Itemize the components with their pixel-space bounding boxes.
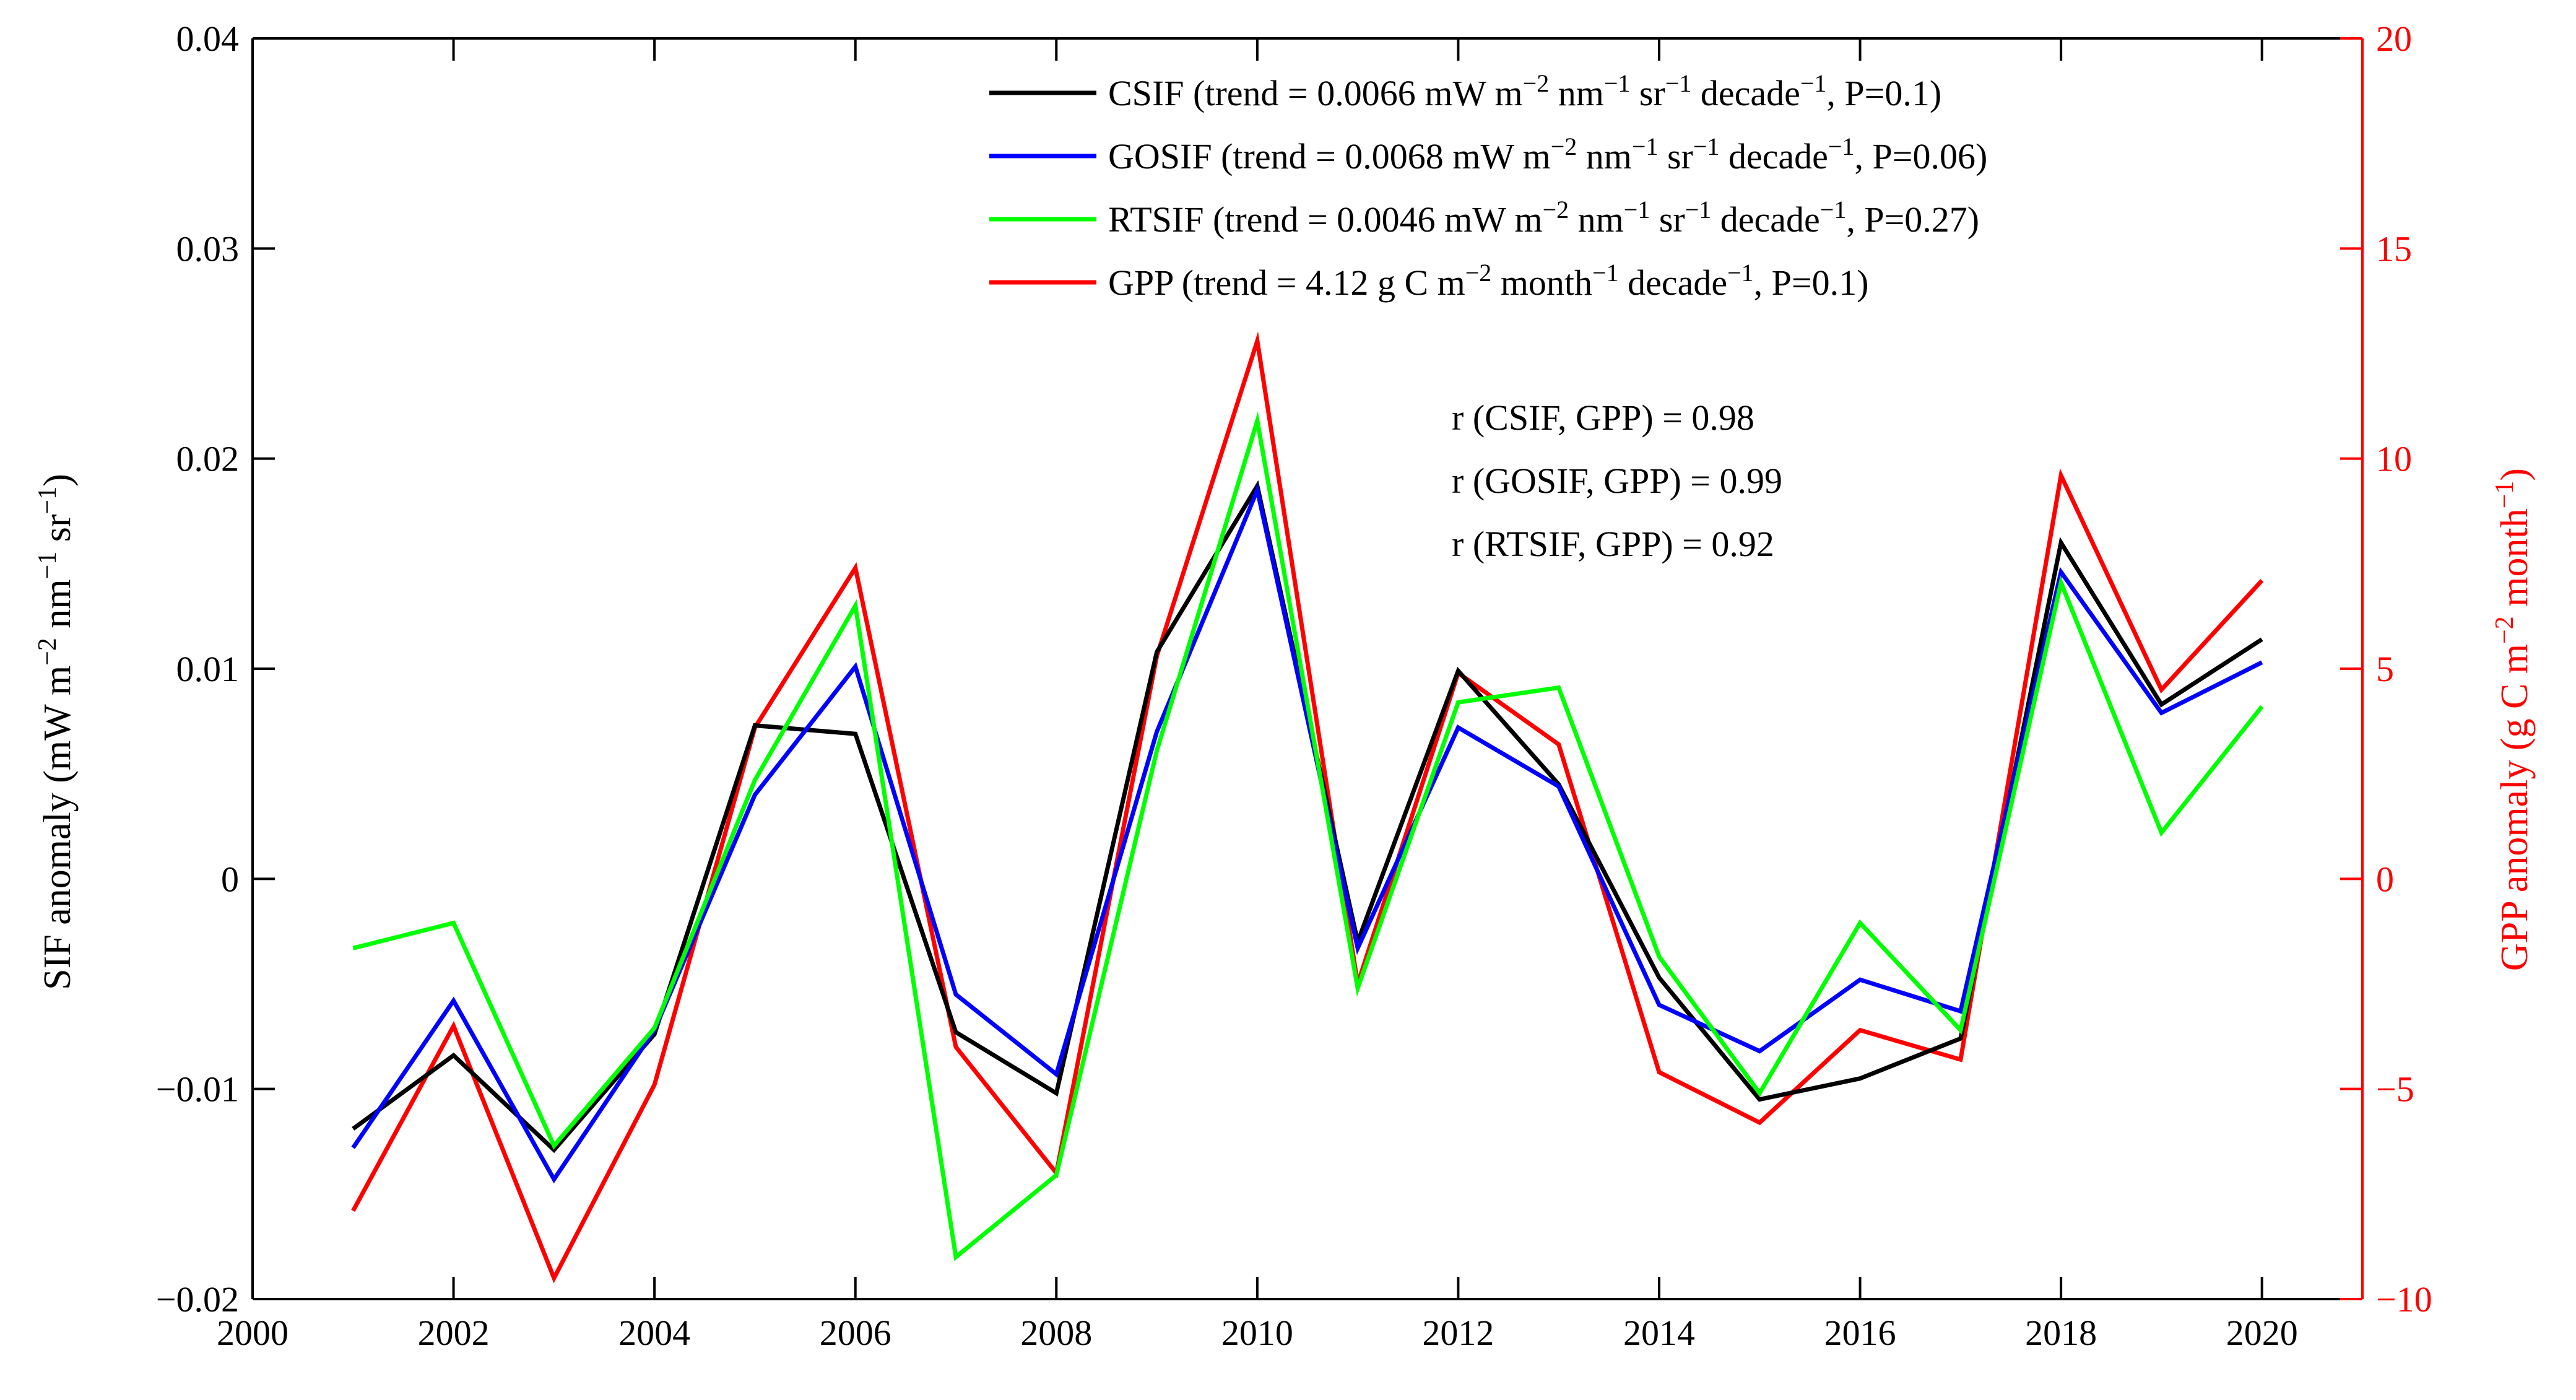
y-label-left-text: sr <box>37 514 79 552</box>
y-right-tick-label: 0 <box>2376 859 2394 899</box>
annotation-r-gosif: r (GOSIF, GPP) = 0.99 <box>1452 461 1782 501</box>
x-tick-label: 2008 <box>1020 1313 1092 1353</box>
y-right-tick-label: 15 <box>2376 228 2412 269</box>
y-label-right-sup: −2 <box>2491 616 2519 644</box>
y-left-tick-label: 0 <box>221 859 239 899</box>
y-axis-left-label: SIF anomaly (mW m−2 nm−1 sr−1) <box>33 474 79 990</box>
y-label-left-sup: −2 <box>33 638 62 666</box>
y-axis-right-label: GPP anomaly (g C m−2 month−1) <box>2491 468 2536 971</box>
x-tick-label: 2000 <box>217 1313 288 1353</box>
y-label-right-sup: −1 <box>2491 481 2519 509</box>
series-lines <box>351 331 2264 1284</box>
series-line-gosif <box>351 482 2263 1184</box>
y-right-tick-label: −5 <box>2376 1069 2414 1110</box>
annotation-r-csif: r (CSIF, GPP) = 0.98 <box>1452 398 1754 438</box>
series-line-gpp <box>351 331 2264 1284</box>
annotation-r-rtsif: r (RTSIF, GPP) = 0.92 <box>1452 524 1774 564</box>
y-label-right-main: GPP anomaly (g C m <box>2494 644 2536 971</box>
legend-label-csif: CSIF (trend = 0.0066 mW m−2 nm−1 sr−1 de… <box>1108 69 1941 114</box>
y-right-tick-label: 20 <box>2376 19 2412 59</box>
y-left-tick-label: 0.04 <box>176 19 240 59</box>
legend-label-gosif: GOSIF (trend = 0.0068 mW m−2 nm−1 sr−1 d… <box>1108 133 1987 177</box>
y-right-tick-label: −10 <box>2376 1279 2432 1320</box>
y-left-tick-label: −0.01 <box>156 1069 239 1110</box>
x-tick-label: 2002 <box>418 1313 490 1353</box>
x-tick-label: 2012 <box>1422 1313 1494 1353</box>
y-label-left-main: SIF anomaly (mW m <box>37 666 79 990</box>
y-left-tick-label: −0.02 <box>156 1279 239 1320</box>
legend-label-rtsif: RTSIF (trend = 0.0046 mW m−2 nm−1 sr−1 d… <box>1108 196 1979 240</box>
y-right-tick-label: 5 <box>2376 649 2394 689</box>
y-label-left-sup: −1 <box>33 487 62 515</box>
y-label-right-text: month <box>2494 508 2536 616</box>
y-left-tick-label: 0.01 <box>176 649 240 689</box>
y-right-tick-label: 10 <box>2376 439 2412 479</box>
x-tick-label: 2016 <box>1824 1313 1896 1353</box>
y-left-tick-label: 0.03 <box>176 228 240 269</box>
y-label-left-text: nm <box>37 579 79 638</box>
x-tick-label: 2010 <box>1221 1313 1293 1353</box>
axes: 2000 2002 2004 2006 2008 2010 2012 2014 2016 2018… <box>156 19 2432 1353</box>
x-tick-label: 2020 <box>2226 1313 2298 1353</box>
y-label-right-end: ) <box>2494 468 2536 481</box>
svg-text:GPP anomaly (g C m−2 month−1): GPP anomaly (g C m−2 month−1) <box>2491 468 2536 971</box>
legend-label-gpp: GPP (trend = 4.12 g C m−2 month−1 decade… <box>1108 259 1868 303</box>
x-tick-label: 2006 <box>820 1313 891 1353</box>
x-tick-label: 2018 <box>2025 1313 2097 1353</box>
y-left-tick-label: 0.02 <box>176 439 240 479</box>
x-tick-label: 2014 <box>1623 1313 1695 1353</box>
series-line-rtsif <box>352 411 2264 1261</box>
y-label-left-sup: −1 <box>33 552 62 580</box>
legend: CSIF (trend = 0.0066 mW m−2 nm−1 sr−1 de… <box>989 69 1987 303</box>
y-label-left-end: ) <box>37 474 79 487</box>
correlation-annotations: r (CSIF, GPP) = 0.98 r (GOSIF, GPP) = 0.… <box>1452 398 1782 564</box>
x-tick-label: 2004 <box>618 1313 690 1353</box>
svg-text:SIF anomaly (mW m−2 nm−1 sr−1): SIF anomaly (mW m−2 nm−1 sr−1) <box>33 474 79 990</box>
